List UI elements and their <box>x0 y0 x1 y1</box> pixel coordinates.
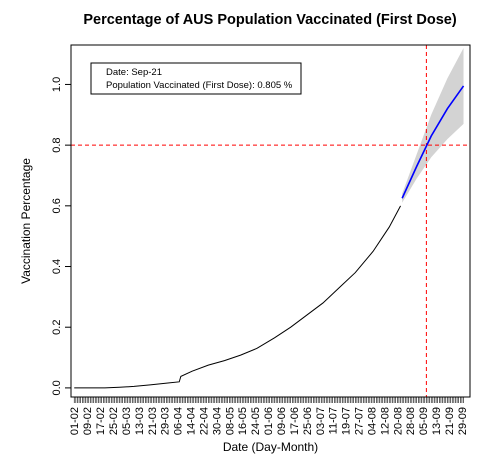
x-tick-label: 06-04 <box>173 407 185 435</box>
x-tick-label: 29-09 <box>457 407 469 435</box>
x-tick-label: 21-09 <box>444 407 456 435</box>
x-tick-label: 04-08 <box>366 407 378 435</box>
observed-series-line <box>74 205 401 389</box>
y-tick-label: 0.6 <box>51 198 63 213</box>
chart-title: Percentage of AUS Population Vaccinated … <box>83 12 456 28</box>
x-tick-label: 05-09 <box>418 407 430 435</box>
x-tick-label: 13-03 <box>134 407 146 435</box>
x-tick-label: 09-06 <box>276 407 288 435</box>
x-tick-label: 16-05 <box>237 407 249 435</box>
x-tick-label: 14-04 <box>186 407 198 435</box>
legend-date-text: Date: Sep-21 <box>106 67 162 78</box>
x-tick-label: 25-06 <box>302 407 314 435</box>
x-tick-label: 22-04 <box>198 407 210 435</box>
y-tick-label: 0.4 <box>51 259 63 274</box>
x-tick-label: 27-07 <box>354 407 366 435</box>
x-tick-label: 08-05 <box>224 407 236 435</box>
x-axis: 01-02 09-02 17-02 25-02 05-03 13-03 21-03 29-03… <box>69 397 469 435</box>
x-tick-label: 13-09 <box>431 407 443 435</box>
legend: Date: Sep-21 Population Vaccinated (Firs… <box>90 62 302 95</box>
y-axis: 0.0 0.2 0.4 0.6 0.8 1.0 <box>51 77 71 396</box>
legend-box <box>90 62 302 95</box>
x-tick-label: 17-06 <box>289 407 301 435</box>
x-tick-label: 20-08 <box>392 407 404 435</box>
x-tick-label: 03-07 <box>315 407 327 435</box>
x-tick-label: 29-03 <box>160 407 172 435</box>
y-tick-label: 1.0 <box>51 77 63 92</box>
x-tick-label: 30-04 <box>211 407 223 435</box>
forecast-series-line <box>401 85 465 199</box>
x-tick-label: 24-05 <box>250 407 262 435</box>
y-tick-label: 0.8 <box>51 137 63 152</box>
x-tick-label: 12-08 <box>379 407 391 435</box>
y-axis-title: Vaccination Percentage <box>19 158 33 284</box>
plot-area <box>71 45 470 397</box>
x-tick-label: 11-07 <box>328 407 340 434</box>
x-tick-label: 09-02 <box>82 407 94 435</box>
plot-frame <box>70 44 471 398</box>
x-tick-label: 01-06 <box>263 407 275 435</box>
x-tick-label: 01-02 <box>69 407 81 435</box>
x-tick-label: 19-07 <box>341 407 353 435</box>
x-tick-label: 21-03 <box>147 407 159 435</box>
x-tick-label: 17-02 <box>95 407 107 435</box>
legend-value-text: Population Vaccinated (First Dose): 0.80… <box>106 80 293 91</box>
y-tick-label: 0.0 <box>51 380 63 395</box>
x-tick-label: 05-03 <box>121 407 133 435</box>
y-tick-label: 0.2 <box>51 320 63 335</box>
x-axis-title: Date (Day-Month) <box>223 440 318 454</box>
x-tick-label: 25-02 <box>108 407 120 435</box>
x-tick-label: 28-08 <box>405 407 417 435</box>
